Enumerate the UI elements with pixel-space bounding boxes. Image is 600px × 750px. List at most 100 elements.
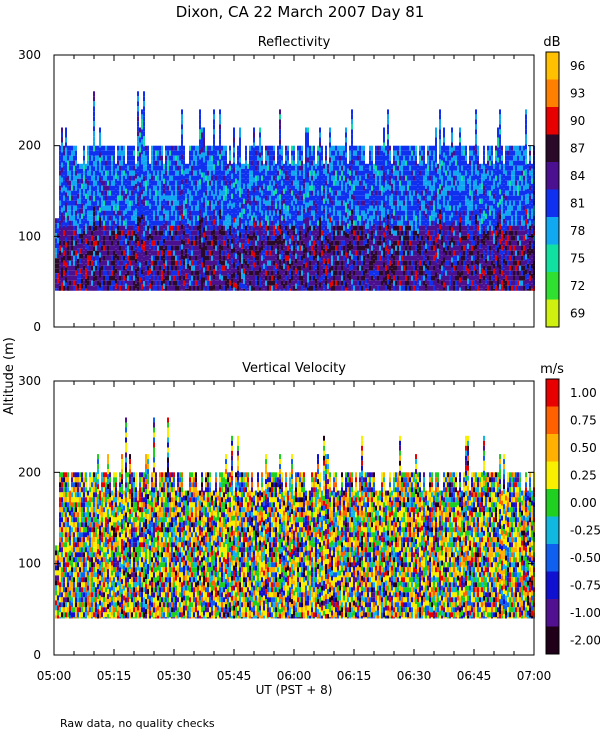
reflectivity-field-cell <box>319 267 321 273</box>
reflectivity-field-cell <box>271 255 273 261</box>
reflectivity-field-cell <box>183 250 185 256</box>
reflectivity-field-cell <box>387 174 389 180</box>
reflectivity-field-cell <box>151 275 153 281</box>
reflectivity-field-cell <box>341 165 343 171</box>
reflectivity-field-cell <box>387 284 389 290</box>
reflectivity-field-cell <box>245 145 247 151</box>
reflectivity-field-cell <box>155 230 157 236</box>
reflectivity-field-cell <box>99 212 101 218</box>
reflectivity-field-cell <box>311 180 313 186</box>
reflectivity-field-cell <box>219 249 221 255</box>
reflectivity-field-cell <box>263 173 265 179</box>
reflectivity-field-cell <box>347 263 349 269</box>
reflectivity-field-cell <box>225 270 227 276</box>
reflectivity-field-cell <box>263 188 265 194</box>
reflectivity-field-cell <box>245 175 247 181</box>
reflectivity-field-cell <box>159 215 161 221</box>
reflectivity-field-cell <box>361 160 363 166</box>
reflectivity-field-cell <box>249 225 251 231</box>
reflectivity-field-cell <box>275 183 277 189</box>
reflectivity-field-cell <box>159 170 161 176</box>
reflectivity-field-cell <box>197 200 199 206</box>
reflectivity-field-cell <box>297 170 299 176</box>
reflectivity-field-cell <box>193 170 195 176</box>
reflectivity-field-cell <box>105 255 107 261</box>
reflectivity-field-cell <box>247 288 249 291</box>
reflectivity-field-cell <box>79 268 81 274</box>
reflectivity-field-cell <box>255 205 257 211</box>
reflectivity-field-cell <box>181 119 183 125</box>
reflectivity-field-cell <box>87 255 89 261</box>
reflectivity-field-cell <box>117 270 119 276</box>
reflectivity-field-cell <box>197 185 199 191</box>
reflectivity-field-cell <box>119 175 121 181</box>
reflectivity-field-cell <box>151 200 153 206</box>
reflectivity-field-cell <box>341 150 343 156</box>
reflectivity-field-cell <box>253 232 255 238</box>
reflectivity-field-cell <box>107 145 109 151</box>
reflectivity-field-cell <box>229 270 231 276</box>
reflectivity-field-cell <box>267 270 269 276</box>
reflectivity-field-cell <box>139 177 141 183</box>
reflectivity-field-cell <box>95 190 97 196</box>
reflectivity-field-cell <box>113 230 115 236</box>
reflectivity-field-cell <box>237 265 239 271</box>
reflectivity-field-cell <box>387 169 389 175</box>
reflectivity-field-cell <box>209 245 211 251</box>
reflectivity-field-cell <box>71 215 73 221</box>
reflectivity-field-cell <box>327 178 329 184</box>
reflectivity-field-cell <box>357 210 359 216</box>
reflectivity-field-cell <box>371 265 373 271</box>
reflectivity-field-cell <box>89 275 91 281</box>
reflectivity-field-cell <box>149 208 151 214</box>
reflectivity-field-cell <box>231 173 233 179</box>
reflectivity-field-cell <box>149 288 151 291</box>
reflectivity-field-cell <box>369 275 371 281</box>
reflectivity-field-cell <box>197 225 199 231</box>
reflectivity-field-cell <box>175 200 177 206</box>
reflectivity-field-cell <box>257 180 259 186</box>
reflectivity-field-cell <box>271 225 273 231</box>
reflectivity-field-cell <box>283 238 285 244</box>
reflectivity-field-cell <box>245 215 247 221</box>
reflectivity-field-cell <box>179 170 181 176</box>
reflectivity-field-cell <box>209 225 211 231</box>
reflectivity-field-cell <box>381 280 383 286</box>
reflectivity-field-cell <box>229 225 231 231</box>
reflectivity-field-cell <box>177 150 179 156</box>
reflectivity-field-cell <box>249 220 251 226</box>
reflectivity-field-cell <box>151 170 153 176</box>
reflectivity-field-cell <box>329 242 331 248</box>
reflectivity-field-cell <box>363 160 365 166</box>
reflectivity-field-cell <box>253 287 255 291</box>
reflectivity-field-cell <box>65 232 67 238</box>
reflectivity-field-cell <box>249 215 251 221</box>
reflectivity-field-cell <box>339 230 341 236</box>
reflectivity-field-cell <box>381 155 383 161</box>
reflectivity-field-cell <box>277 255 279 261</box>
reflectivity-field-cell <box>73 215 75 221</box>
reflectivity-field-cell <box>233 257 235 263</box>
reflectivity-field-cell <box>255 265 257 271</box>
reflectivity-field-cell <box>291 195 293 201</box>
reflectivity-field-cell <box>193 150 195 156</box>
reflectivity-field-cell <box>249 180 251 186</box>
reflectivity-field-cell <box>83 275 85 281</box>
reflectivity-field-cell <box>205 235 207 241</box>
reflectivity-field-cell <box>375 205 377 211</box>
reflectivity-field-cell <box>219 169 221 175</box>
reflectivity-field-cell <box>355 185 357 191</box>
reflectivity-field-cell <box>137 101 139 107</box>
reflectivity-field-cell <box>339 275 341 281</box>
reflectivity-field-cell <box>259 202 261 208</box>
reflectivity-field-cell <box>123 280 125 286</box>
reflectivity-field-cell <box>155 275 157 281</box>
reflectivity-field-cell <box>261 265 263 271</box>
reflectivity-field-cell <box>339 270 341 276</box>
reflectivity-field-cell <box>155 225 157 231</box>
reflectivity-field-cell <box>333 265 335 271</box>
reflectivity-field-cell <box>69 175 71 181</box>
reflectivity-field-cell <box>61 227 63 233</box>
reflectivity-field-cell <box>159 245 161 251</box>
reflectivity-field-cell <box>227 168 229 174</box>
